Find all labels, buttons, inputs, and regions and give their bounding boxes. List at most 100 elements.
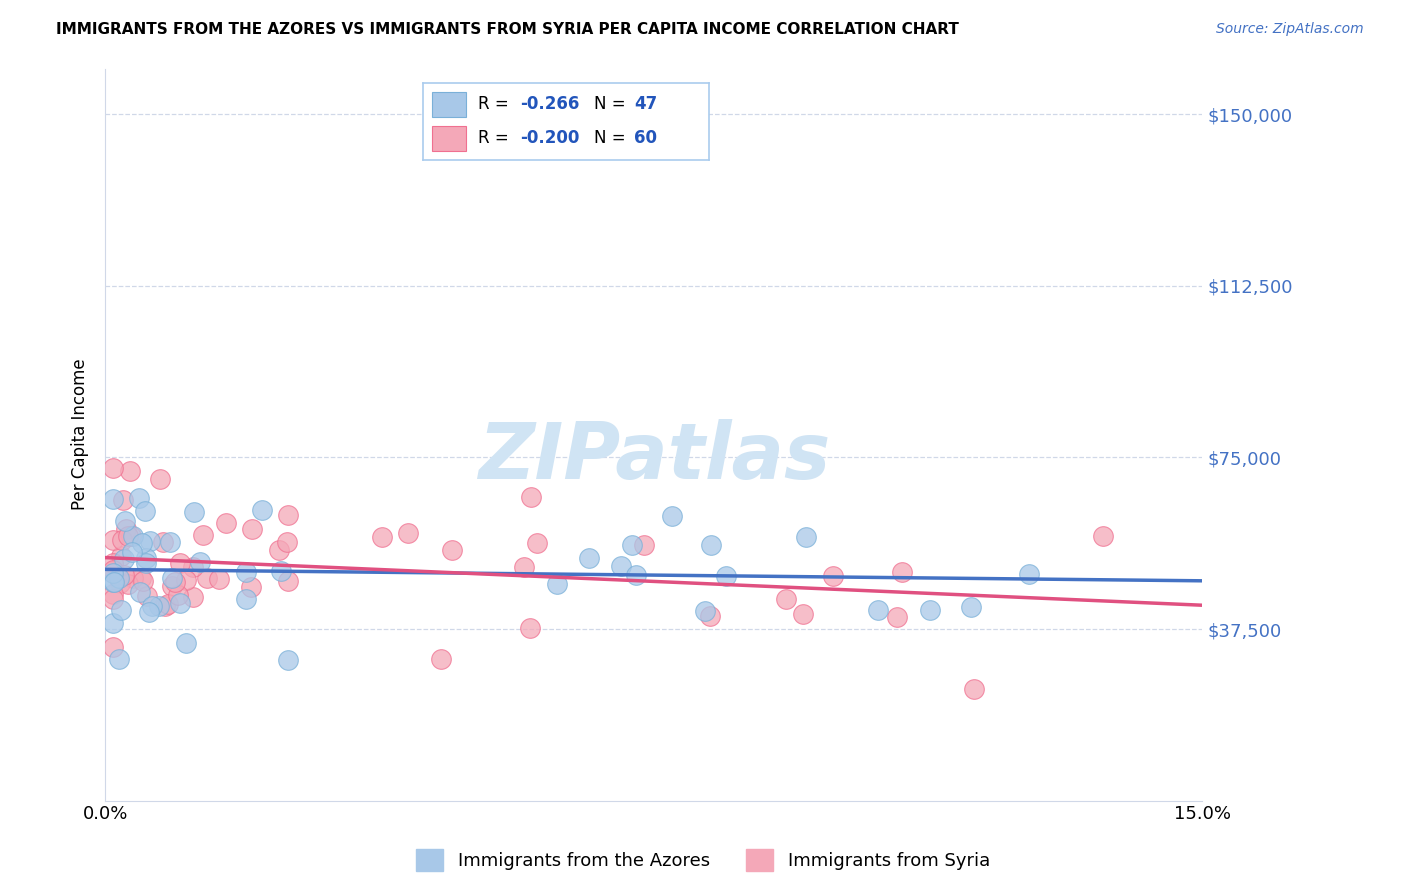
Point (139, 534, 162, 549)
Point (155, 599, 177, 613)
Point (699, 539, 721, 553)
Text: IMMIGRANTS FROM THE AZORES VS IMMIGRANTS FROM SYRIA PER CAPITA INCOME CORRELATIO: IMMIGRANTS FROM THE AZORES VS IMMIGRANTS… (56, 22, 959, 37)
Point (714, 569, 737, 583)
Point (138, 605, 160, 619)
Point (1092, 528, 1115, 542)
Point (277, 653, 299, 667)
Point (610, 558, 633, 573)
Point (235, 592, 257, 607)
Point (110, 603, 132, 617)
Point (169, 556, 191, 570)
Point (775, 592, 797, 607)
Point (122, 529, 145, 543)
Point (107, 652, 129, 666)
Point (101, 640, 124, 654)
Point (918, 603, 941, 617)
Point (519, 621, 541, 635)
Point (821, 569, 844, 583)
Point (131, 536, 153, 550)
Point (101, 564, 124, 578)
Point (441, 542, 464, 557)
Point (546, 576, 568, 591)
Point (277, 508, 299, 523)
Point (276, 535, 298, 549)
Point (114, 514, 136, 528)
Point (169, 596, 191, 610)
Point (149, 472, 172, 486)
Point (578, 551, 600, 566)
Point (101, 461, 124, 475)
Point (792, 607, 814, 621)
Point (120, 528, 142, 542)
Point (101, 556, 124, 570)
Point (101, 574, 124, 589)
Point (183, 504, 205, 518)
Point (208, 572, 231, 586)
Point (101, 587, 124, 601)
Point (112, 551, 135, 566)
Point (396, 526, 419, 541)
Point (156, 597, 179, 611)
Point (250, 503, 273, 517)
Point (866, 603, 889, 617)
Point (277, 574, 299, 588)
Point (270, 565, 292, 579)
Point (193, 528, 215, 542)
Point (167, 588, 190, 602)
Point (108, 571, 131, 585)
Point (101, 615, 124, 630)
Point (176, 636, 198, 650)
Point (101, 566, 124, 581)
Point (117, 577, 139, 591)
Point (152, 534, 174, 549)
Point (621, 538, 644, 552)
Point (890, 566, 912, 580)
Point (128, 491, 150, 505)
Point (135, 550, 157, 565)
Point (120, 464, 142, 478)
Point (111, 533, 134, 547)
Point (101, 563, 124, 577)
Text: ZIPatlas: ZIPatlas (478, 418, 830, 494)
Point (101, 491, 124, 506)
Legend: Immigrants from the Azores, Immigrants from Syria: Immigrants from the Azores, Immigrants f… (409, 842, 997, 879)
Point (960, 599, 983, 614)
Point (190, 555, 212, 569)
Point (240, 522, 263, 536)
Point (526, 535, 548, 549)
Point (117, 528, 139, 542)
Point (886, 610, 908, 624)
Point (181, 591, 204, 605)
Point (371, 530, 394, 544)
Point (661, 508, 683, 523)
Point (429, 652, 451, 666)
Point (633, 538, 655, 552)
Point (112, 567, 135, 582)
Point (121, 571, 143, 585)
Y-axis label: Per Capita Income: Per Capita Income (72, 359, 89, 510)
Point (624, 568, 647, 582)
Point (235, 566, 257, 580)
Point (513, 559, 536, 574)
Point (134, 504, 156, 518)
Point (963, 681, 986, 696)
Point (174, 573, 197, 587)
Text: Source: ZipAtlas.com: Source: ZipAtlas.com (1216, 22, 1364, 37)
Point (101, 533, 124, 547)
Point (240, 580, 263, 594)
Point (111, 493, 134, 508)
Point (110, 549, 132, 563)
Point (135, 556, 157, 570)
Point (159, 535, 181, 549)
Point (215, 516, 238, 530)
Point (129, 585, 152, 599)
Point (129, 571, 152, 585)
Point (148, 599, 170, 613)
Point (269, 543, 291, 558)
Point (141, 599, 163, 614)
Point (160, 579, 183, 593)
Point (163, 574, 186, 589)
Point (160, 571, 183, 585)
Point (121, 545, 143, 559)
Point (132, 574, 155, 588)
